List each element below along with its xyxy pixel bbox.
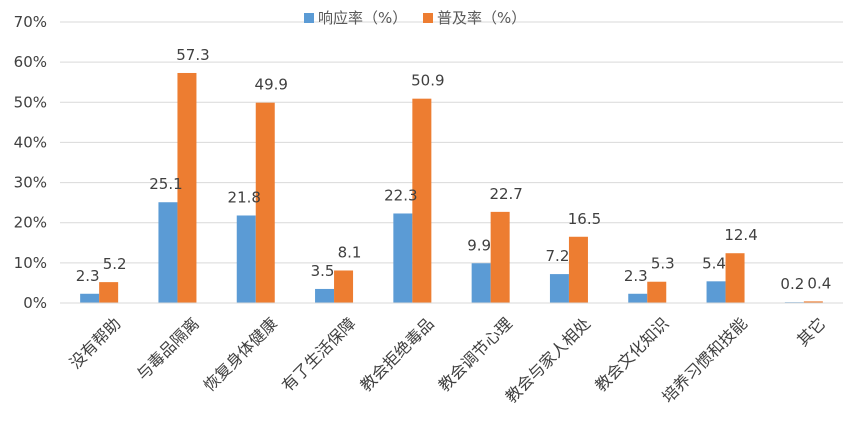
data-label: 7.2 bbox=[546, 247, 570, 265]
bar-response bbox=[471, 263, 491, 303]
bar-response bbox=[315, 288, 335, 303]
bar-response bbox=[393, 213, 413, 303]
legend: 响应率（%） 普及率（%） bbox=[304, 9, 526, 27]
x-category-label: 教会文化知识 bbox=[591, 314, 672, 395]
x-category-label: 恢复身体健康 bbox=[200, 314, 281, 395]
x-category-label: 与毒品隔离 bbox=[133, 314, 203, 384]
bar-penetration bbox=[490, 211, 510, 303]
bar-response bbox=[158, 202, 178, 303]
y-tick-label: 40% bbox=[14, 133, 47, 151]
y-tick-label: 70% bbox=[14, 13, 47, 31]
bars bbox=[80, 72, 823, 304]
data-label: 12.4 bbox=[724, 226, 757, 244]
bar-penetration bbox=[255, 102, 275, 304]
legend-label: 普及率（%） bbox=[437, 9, 526, 27]
x-axis: 没有帮助 与毒品隔离恢复身体健康有了生活保障教会拒绝毒品教会调节心理教会与家人相处… bbox=[60, 302, 843, 407]
data-label: 25.1 bbox=[149, 175, 182, 193]
y-tick-label: 20% bbox=[14, 214, 47, 232]
y-tick-label: 50% bbox=[14, 93, 47, 111]
data-label: 16.5 bbox=[568, 210, 601, 228]
bar-response bbox=[549, 274, 569, 303]
data-label: 2.3 bbox=[76, 267, 100, 285]
x-category-label: 教会拒绝毒品 bbox=[356, 314, 437, 395]
data-label: 57.3 bbox=[176, 46, 209, 64]
x-category-label: 其它 bbox=[793, 314, 829, 350]
data-label: 9.9 bbox=[467, 236, 491, 254]
data-label: 22.3 bbox=[384, 186, 417, 204]
bar-penetration bbox=[177, 72, 197, 303]
x-category-label: 教会调节心理 bbox=[435, 314, 516, 395]
legend-label: 响应率（%） bbox=[318, 9, 407, 27]
data-label: 2.3 bbox=[624, 267, 648, 285]
legend-swatch bbox=[304, 13, 314, 23]
y-tick-label: 30% bbox=[14, 174, 47, 192]
y-tick-label: 60% bbox=[14, 53, 47, 71]
data-label: 8.1 bbox=[338, 243, 362, 261]
bar-penetration bbox=[725, 253, 745, 303]
bar-penetration bbox=[568, 236, 588, 303]
y-tick-label: 0% bbox=[23, 294, 47, 312]
data-label: 5.3 bbox=[651, 255, 675, 273]
bar-penetration bbox=[803, 301, 823, 303]
bar-penetration bbox=[99, 282, 119, 303]
x-category-label: 培养习惯和技能 bbox=[658, 314, 751, 407]
data-labels: 2.3 25.1 21.8 3.5 22.3 9.9 7.2 2.3 5.4 0.2 5.2 57.3… bbox=[76, 46, 832, 293]
bar-response bbox=[706, 281, 726, 303]
y-tick-label: 10% bbox=[14, 254, 47, 272]
data-label: 0.2 bbox=[780, 275, 804, 293]
x-category-label: 没有帮助 bbox=[66, 314, 125, 373]
y-axis: 0% 10% 20% 30% 40% 50% 60% 70% bbox=[14, 13, 47, 312]
data-label: 0.4 bbox=[807, 274, 831, 292]
data-label: 3.5 bbox=[311, 262, 335, 280]
data-label: 21.8 bbox=[228, 188, 261, 206]
x-category-label: 教会与家人相处 bbox=[502, 314, 595, 407]
data-label: 5.4 bbox=[702, 254, 726, 272]
bar-penetration bbox=[647, 281, 667, 303]
bar-response bbox=[80, 293, 100, 303]
data-label: 22.7 bbox=[489, 185, 522, 203]
data-label: 5.2 bbox=[103, 255, 127, 273]
data-label: 50.9 bbox=[411, 72, 444, 90]
bar-response bbox=[236, 215, 256, 303]
bar-penetration bbox=[334, 270, 354, 303]
bar-penetration bbox=[412, 98, 432, 304]
x-category-label: 有了生活保障 bbox=[278, 314, 359, 395]
data-label: 49.9 bbox=[255, 76, 288, 94]
bar-response bbox=[628, 293, 648, 303]
legend-swatch bbox=[423, 13, 433, 23]
